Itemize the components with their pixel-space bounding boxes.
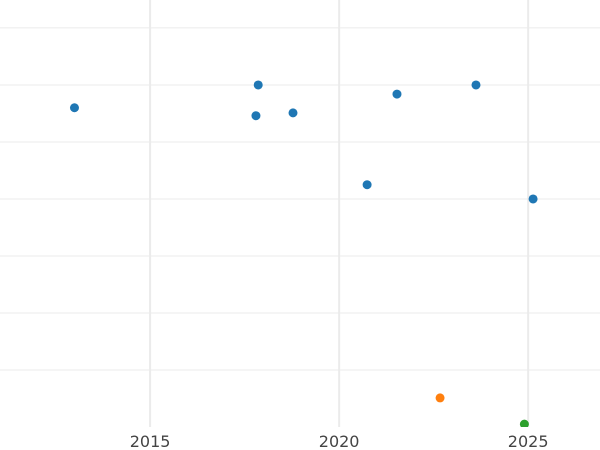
data-point	[288, 108, 298, 118]
data-point	[362, 180, 372, 190]
x-tick-label: 2020	[319, 432, 360, 450]
x-axis-ticks: 2015 2020 2025	[130, 432, 549, 450]
data-point	[528, 194, 538, 204]
data-point	[519, 419, 529, 427]
grid	[0, 0, 600, 427]
data-point	[251, 111, 261, 121]
data-point	[253, 80, 263, 90]
data-point	[69, 103, 79, 113]
data-points	[69, 80, 538, 427]
x-tick-label: 2025	[508, 432, 549, 450]
x-tick-label: 2015	[130, 432, 171, 450]
data-point	[471, 80, 481, 90]
data-point	[435, 393, 445, 403]
data-point	[392, 89, 402, 99]
